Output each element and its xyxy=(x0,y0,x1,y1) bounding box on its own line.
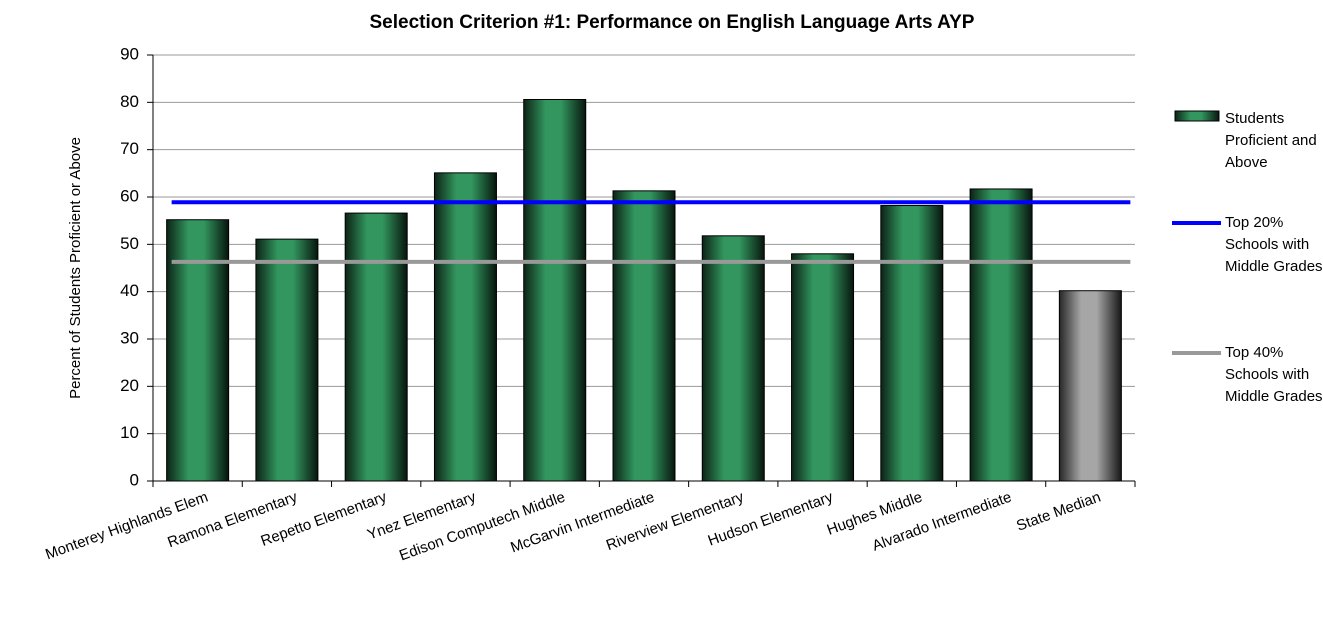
bar xyxy=(344,212,408,482)
bar xyxy=(1058,290,1122,482)
legend-swatch xyxy=(1174,110,1220,122)
legend-label: Top 40% Schools with Middle Grades xyxy=(1225,344,1323,405)
y-tick-label: 10 xyxy=(120,423,139,442)
y-tick-label: 80 xyxy=(120,92,139,111)
bar xyxy=(255,238,319,482)
bar xyxy=(166,219,230,482)
x-tick-label: Edison Computech Middle xyxy=(397,489,567,565)
bar xyxy=(880,205,944,482)
y-tick-label: 20 xyxy=(120,376,139,395)
y-tick-label: 60 xyxy=(120,186,139,205)
bar xyxy=(701,235,765,482)
y-tick-label: 40 xyxy=(120,281,139,300)
chart-title: Selection Criterion #1: Performance on E… xyxy=(370,12,975,33)
y-tick-label: 0 xyxy=(130,470,139,489)
y-tick-label: 30 xyxy=(120,328,139,347)
bar xyxy=(791,253,855,482)
y-tick-label: 70 xyxy=(120,139,139,158)
x-tick-label: State Median xyxy=(1014,489,1103,535)
x-tick-label: McGarvin Intermediate xyxy=(508,489,656,557)
y-tick-label: 90 xyxy=(120,44,139,63)
bar xyxy=(969,188,1033,482)
bar xyxy=(523,98,587,482)
legend-label: Top 20% Schools with Middle Grades xyxy=(1225,214,1323,275)
bar xyxy=(433,172,497,482)
x-tick-label: Monterey Highlands Elem xyxy=(43,489,210,564)
legend-label: Students Proficient and Above xyxy=(1225,110,1317,171)
y-tick-label: 50 xyxy=(120,234,139,253)
y-axis-label: Percent of Students Proficient or Above xyxy=(67,137,84,399)
bar xyxy=(612,190,676,482)
